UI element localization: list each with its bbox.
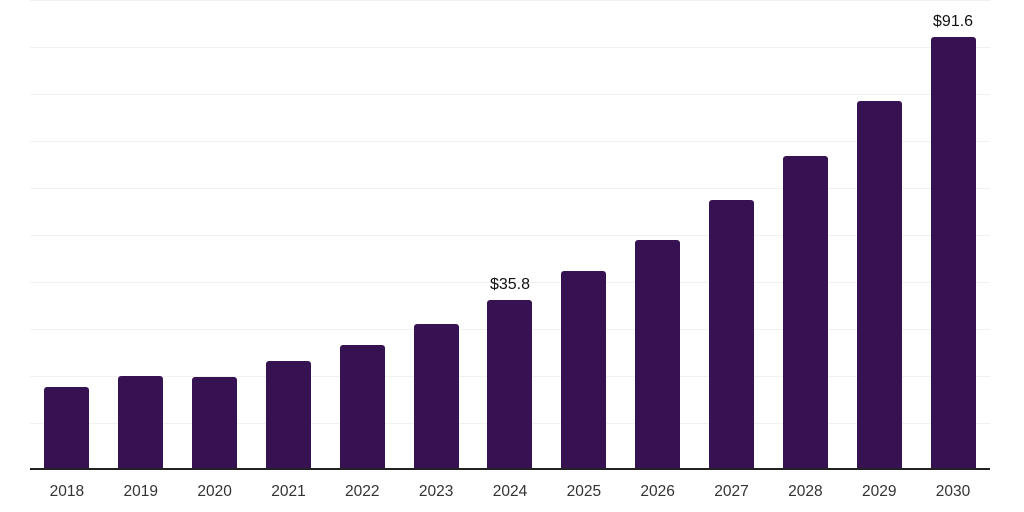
bar-2019 <box>118 375 164 468</box>
bar-value-label-2030: $91.6 <box>933 13 974 31</box>
bar-2022 <box>339 344 385 468</box>
bar-slot-2019 <box>104 0 178 468</box>
x-tick-label-2025: 2025 <box>566 483 602 500</box>
bar-value-label-2024: $35.8 <box>489 275 530 293</box>
bar-2023 <box>413 324 459 468</box>
bar-slot-2029 <box>842 0 916 468</box>
x-tick-label-2030: 2030 <box>935 483 971 500</box>
bar-slot-2023 <box>399 0 473 468</box>
x-tick-label-2022: 2022 <box>345 483 380 500</box>
bar-slot-2022 <box>325 0 399 468</box>
x-tick-label-2021: 2021 <box>271 483 306 500</box>
x-tick-label-2026: 2026 <box>640 483 675 500</box>
bar-2024 <box>487 299 533 468</box>
gridline <box>30 0 990 1</box>
x-tick-label-2020: 2020 <box>197 483 232 500</box>
bar-slot-2024: $35.8 <box>473 0 547 468</box>
x-tick-label-2029: 2029 <box>861 483 897 500</box>
x-tick-label-2028: 2028 <box>788 483 823 500</box>
gridline <box>30 235 990 236</box>
plot-area: $35.8 $91.6 <box>30 0 990 470</box>
x-tick-label-2024: 2024 <box>492 483 528 500</box>
x-tick-label-2027: 2027 <box>714 483 749 500</box>
bar-2028 <box>782 155 828 468</box>
bar-slot-2026 <box>621 0 695 468</box>
x-tick-label-2018: 2018 <box>49 483 85 500</box>
x-axis-labels: 2018 2019 2020 2021 2022 2023 2024 2025 2026 2027… <box>30 472 990 512</box>
bar-2030 <box>930 37 976 468</box>
bar-slot-2021 <box>252 0 326 468</box>
bar-slot-2018 <box>30 0 104 468</box>
bar-2018 <box>44 387 90 468</box>
bar-2027 <box>709 200 755 468</box>
bars-container: $35.8 $91.6 <box>30 0 990 468</box>
gridline <box>30 47 990 48</box>
x-tick-label-2023: 2023 <box>418 483 454 500</box>
bar-2026 <box>635 239 681 468</box>
bar-2025 <box>561 271 607 468</box>
bar-slot-2027 <box>695 0 769 468</box>
bar-2029 <box>856 100 902 468</box>
gridline <box>30 141 990 142</box>
bar-slot-2020 <box>178 0 252 468</box>
bar-2021 <box>265 360 311 468</box>
bar-slot-2025 <box>547 0 621 468</box>
gridline <box>30 282 990 283</box>
bar-2020 <box>192 376 238 468</box>
bar-slot-2030: $91.6 <box>916 0 990 468</box>
x-tick-label-2019: 2019 <box>123 483 158 500</box>
gridline <box>30 94 990 95</box>
gridline <box>30 188 990 189</box>
bar-slot-2028 <box>768 0 842 468</box>
